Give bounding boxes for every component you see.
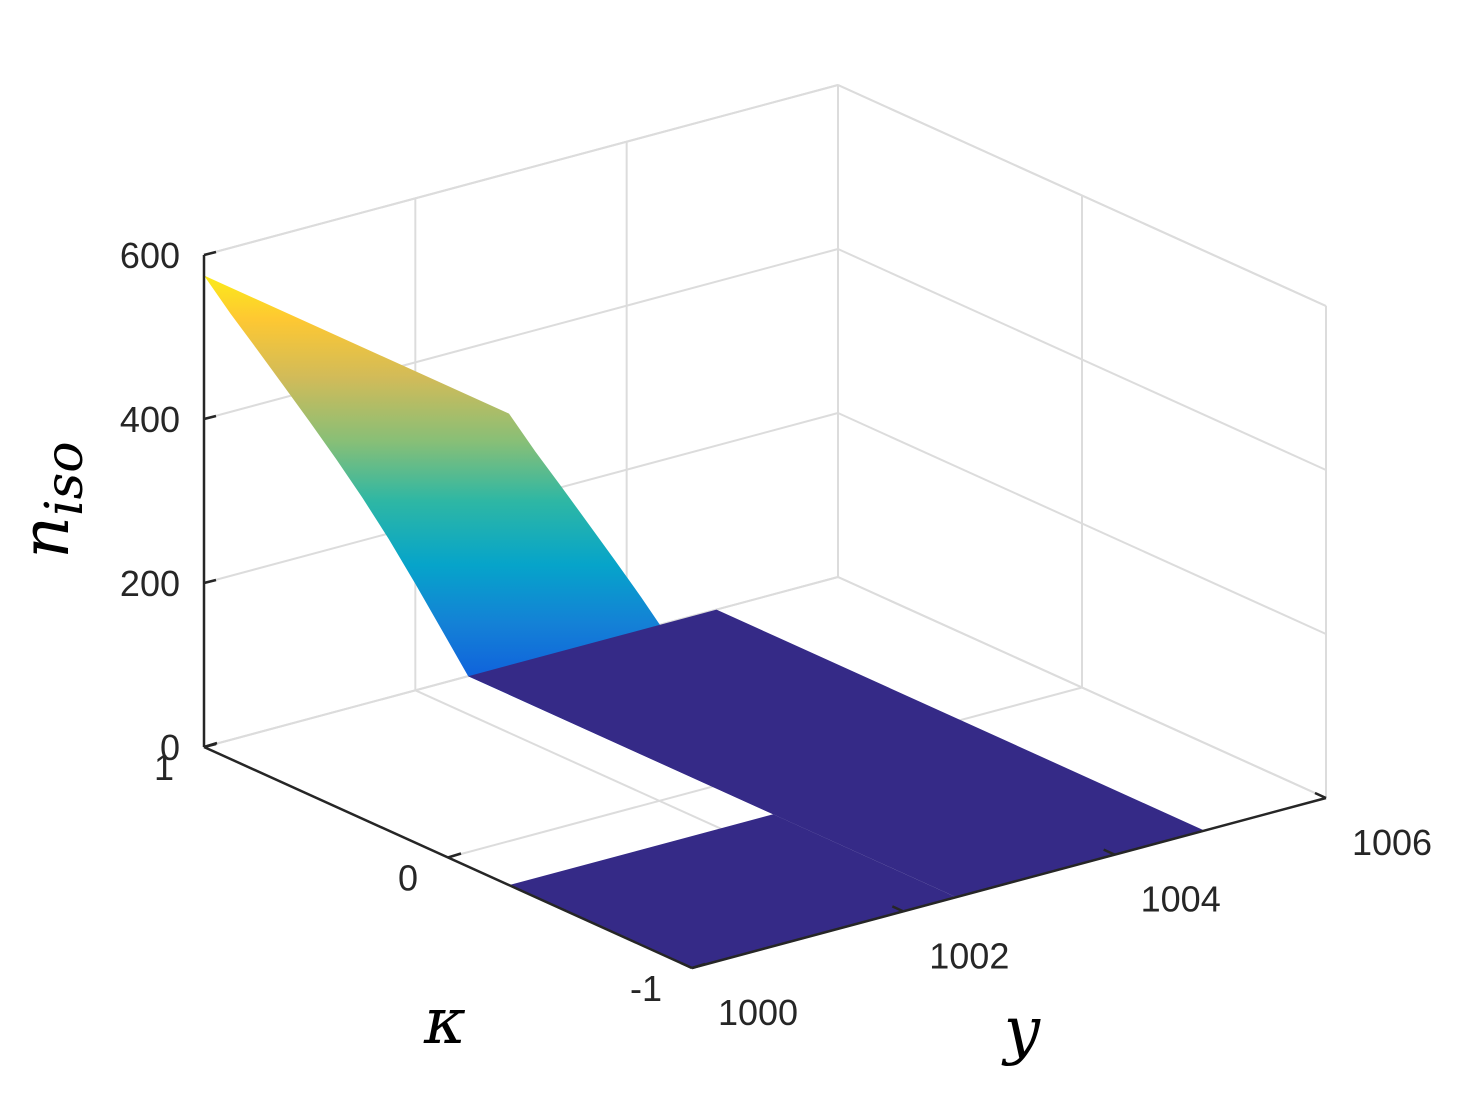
- z-tick-label: 200: [120, 563, 180, 604]
- kappa-axis-label: κ: [423, 985, 466, 1059]
- y-tick-label: 1002: [929, 935, 1009, 976]
- kappa-tick: [447, 852, 462, 859]
- z-tick-label: 400: [120, 399, 180, 440]
- kappa-tick-label: -1: [630, 968, 662, 1009]
- axes-box: [202, 250, 1327, 970]
- y-tick-label: 1000: [718, 992, 798, 1033]
- y-axis-label: y: [1001, 994, 1041, 1068]
- y-tick: [891, 905, 904, 913]
- kappa-tick: [691, 962, 706, 970]
- y-axis-line: [691, 796, 1327, 970]
- box-top-back: [203, 84, 839, 256]
- z-tick: [203, 414, 217, 421]
- y-tick-label: 1006: [1352, 822, 1432, 863]
- surface-floor-front: [509, 814, 957, 968]
- axis-labels: niso κ y: [7, 441, 1041, 1068]
- surface: [204, 275, 1205, 968]
- kappa-tick-label: 0: [398, 858, 418, 899]
- z-tick: [203, 250, 217, 257]
- y-tick: [1103, 848, 1116, 856]
- y-tick: [680, 961, 693, 970]
- box-top-right: [837, 84, 1327, 307]
- surface-floor: [468, 609, 1205, 898]
- z-axis-label-main: n: [7, 516, 84, 559]
- z-axis-label-sub: iso: [35, 441, 95, 516]
- z-tick: [203, 578, 217, 585]
- y-tick: [1314, 791, 1327, 800]
- z-tick-label: 0: [160, 727, 180, 768]
- kappa-tick: [203, 741, 218, 749]
- z-tick-label: 600: [120, 235, 180, 276]
- y-tick-label: 1004: [1141, 879, 1221, 920]
- z-axis-label: niso: [7, 441, 95, 558]
- kappa-tick-label: 1: [154, 747, 174, 788]
